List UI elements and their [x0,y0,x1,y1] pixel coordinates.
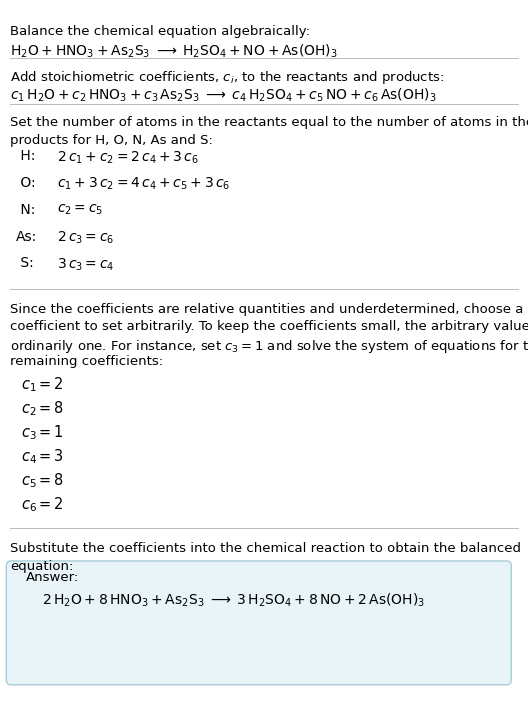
Text: equation:: equation: [11,559,74,572]
Text: As:: As: [16,230,37,243]
Text: $c_1 + 3\,c_2 = 4\,c_4 + c_5 + 3\,c_6$: $c_1 + 3\,c_2 = 4\,c_4 + c_5 + 3\,c_6$ [57,176,230,192]
Text: H:: H: [16,149,35,163]
Text: $3\,c_3 = c_4$: $3\,c_3 = c_4$ [57,256,115,273]
Text: $2\,\mathrm{H_2O} + 8\,\mathrm{HNO_3} + \mathrm{As_2S_3} \;\longrightarrow\; 3\,: $2\,\mathrm{H_2O} + 8\,\mathrm{HNO_3} + … [42,591,425,609]
Text: Substitute the coefficients into the chemical reaction to obtain the balanced: Substitute the coefficients into the che… [11,542,522,555]
Text: $2\,c_1 + c_2 = 2\,c_4 + 3\,c_6$: $2\,c_1 + c_2 = 2\,c_4 + 3\,c_6$ [57,149,199,166]
Text: Add stoichiometric coefficients, $c_i$, to the reactants and products:: Add stoichiometric coefficients, $c_i$, … [11,69,445,86]
Text: $c_2 = c_5$: $c_2 = c_5$ [57,202,103,217]
Text: Set the number of atoms in the reactants equal to the number of atoms in the: Set the number of atoms in the reactants… [11,116,528,129]
Text: $c_6 = 2$: $c_6 = 2$ [21,495,64,513]
Text: N:: N: [16,202,35,217]
Text: Answer:: Answer: [26,572,79,584]
Text: $c_3 = 1$: $c_3 = 1$ [21,423,64,442]
Text: Since the coefficients are relative quantities and underdetermined, choose a: Since the coefficients are relative quan… [11,303,524,316]
Text: Balance the chemical equation algebraically:: Balance the chemical equation algebraica… [11,25,310,39]
Text: $c_2 = 8$: $c_2 = 8$ [21,399,64,418]
Text: ordinarily one. For instance, set $c_3 = 1$ and solve the system of equations fo: ordinarily one. For instance, set $c_3 =… [11,338,528,355]
Text: products for H, O, N, As and S:: products for H, O, N, As and S: [11,134,213,147]
FancyBboxPatch shape [6,561,511,685]
Text: $c_4 = 3$: $c_4 = 3$ [21,447,64,466]
Text: $\mathrm{H_2O + HNO_3 + As_2S_3 \;\longrightarrow\; H_2SO_4 + NO + As(OH)_3}$: $\mathrm{H_2O + HNO_3 + As_2S_3 \;\longr… [11,43,338,60]
Text: S:: S: [16,256,33,270]
Text: coefficient to set arbitrarily. To keep the coefficients small, the arbitrary va: coefficient to set arbitrarily. To keep … [11,320,528,333]
Text: $c_1\,\mathrm{H_2O} + c_2\,\mathrm{HNO_3} + c_3\,\mathrm{As_2S_3} \;\longrightar: $c_1\,\mathrm{H_2O} + c_2\,\mathrm{HNO_3… [11,87,437,104]
Text: O:: O: [16,176,35,190]
Text: $c_5 = 8$: $c_5 = 8$ [21,471,64,490]
Text: $c_1 = 2$: $c_1 = 2$ [21,376,64,394]
Text: $2\,c_3 = c_6$: $2\,c_3 = c_6$ [57,230,115,246]
Text: remaining coefficients:: remaining coefficients: [11,355,164,368]
